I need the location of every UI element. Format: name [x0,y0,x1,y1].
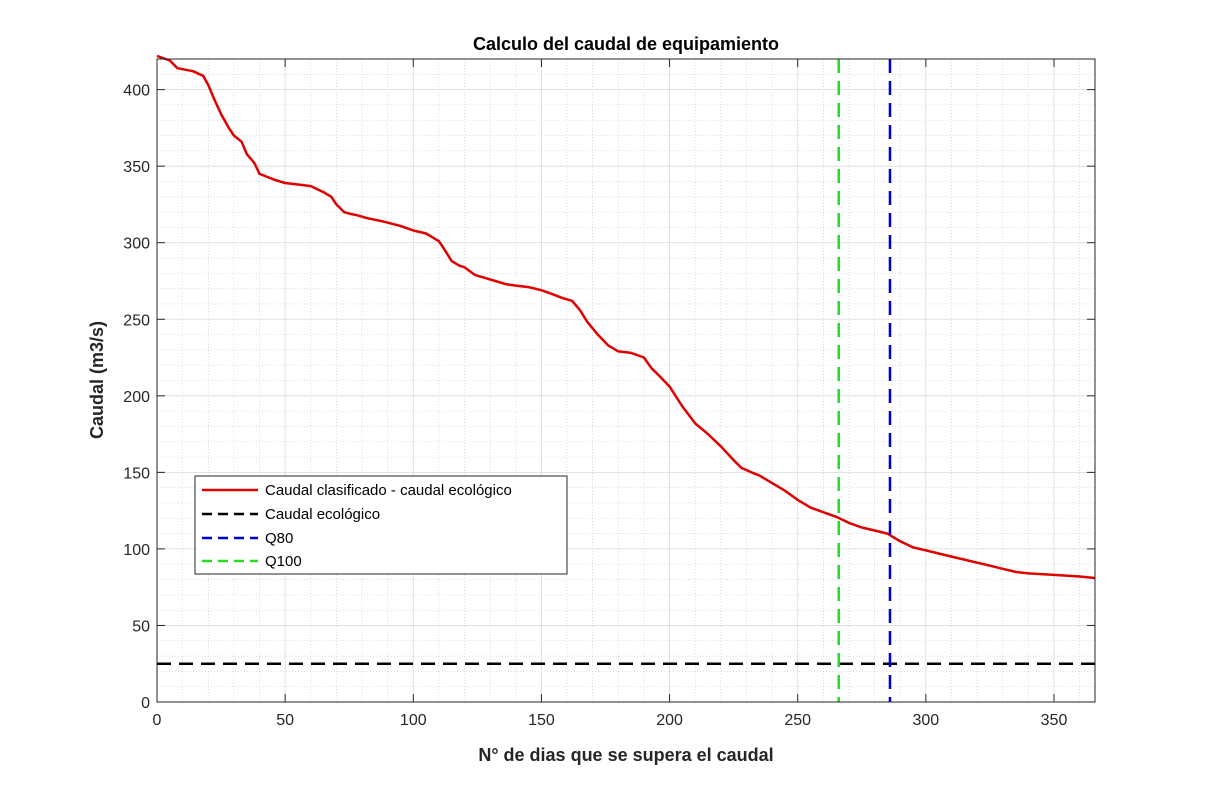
x-tick-label: 0 [153,712,162,729]
legend-label-series-3: Q100 [265,553,302,570]
x-axis-ticks: 0 50 100 150 200 250 300 350 [153,59,1068,729]
x-tick-label: 300 [913,712,940,729]
x-tick-label: 50 [276,712,294,729]
y-axis-ticks: 0 50 100 150 200 250 300 350 400 [123,83,1095,712]
y-tick-label: 250 [123,312,150,329]
y-tick-label: 300 [123,236,150,253]
legend: Caudal clasificado - caudal ecológico Ca… [194,475,568,575]
series-line-0 [156,54,1096,580]
legend-label-series-1: Caudal ecológico [265,506,380,523]
x-tick-label: 250 [784,712,811,729]
y-tick-label: 150 [123,465,150,482]
legend-label-series-0: Caudal clasificado - caudal ecológico [265,482,512,499]
series-layer [156,54,1096,702]
y-tick-label: 400 [123,83,150,100]
x-axis-label: N° de dias que se supera el caudal [478,745,773,765]
y-tick-label: 0 [141,695,150,712]
y-tick-label: 50 [132,618,150,635]
y-axis-label: Caudal (m3/s) [87,321,107,439]
legend-box [194,475,568,575]
x-tick-label: 200 [656,712,683,729]
y-tick-label: 200 [123,389,150,406]
x-tick-label: 100 [400,712,427,729]
legend-label-series-2: Q80 [265,530,293,547]
plot-border [156,58,1096,703]
y-tick-label: 100 [123,542,150,559]
x-tick-label: 150 [528,712,555,729]
chart-title: Calculo del caudal de equipamiento [473,34,779,54]
x-tick-label: 350 [1041,712,1068,729]
y-tick-label: 350 [123,159,150,176]
